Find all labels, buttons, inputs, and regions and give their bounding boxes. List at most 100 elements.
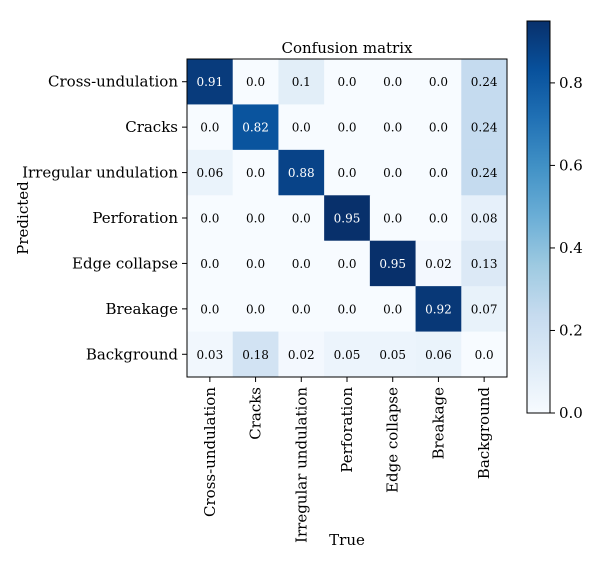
heatmap-cell: [369, 286, 416, 332]
heatmap-cell-label: 0.24: [471, 75, 498, 89]
heatmap-cell: [415, 149, 462, 196]
heatmap-cell: [461, 149, 508, 196]
heatmap-cell-label: 0.0: [429, 121, 448, 135]
heatmap-cell: [187, 286, 234, 332]
heatmap-cell-label: 0.92: [425, 302, 452, 316]
heatmap-cell: [461, 240, 508, 287]
heatmap-cell-label: 0.0: [337, 302, 356, 316]
y-axis: Cross-undulation Cracks Irregular undulati…: [22, 73, 187, 363]
colorbar-axis: 0.0 0.2 0.4 0.6 0.8: [550, 74, 583, 422]
heatmap-cell: [187, 59, 234, 105]
x-tick-label: Irregular undulation: [292, 387, 310, 543]
heatmap-cell-label: 0.06: [196, 166, 223, 180]
x-tick-label: Edge collapse: [384, 387, 402, 493]
heatmap-cell-label: 0.0: [292, 121, 311, 135]
heatmap-cell: [461, 286, 508, 332]
chart-title: Confusion matrix: [282, 39, 413, 57]
heatmap-cell-label: 0.0: [200, 302, 219, 316]
heatmap-cell-label: 0.0: [292, 302, 311, 316]
heatmap-cell-label: 0.05: [334, 348, 361, 362]
colorbar-tick-label: 0.0: [559, 404, 583, 422]
heatmap-cell: [232, 104, 279, 151]
x-tick-label: Breakage: [429, 387, 447, 460]
heatmap-cell: [415, 59, 462, 105]
heatmap-cell-label: 0.0: [200, 121, 219, 135]
heatmap-cell-label: 0.13: [471, 257, 498, 271]
x-tick-label: Perforation: [338, 387, 356, 473]
heatmap-cell-label: 0.88: [288, 166, 315, 180]
heatmap-cell: [324, 104, 371, 151]
y-tick-label: Perforation: [92, 209, 178, 227]
heatmap-cell: [232, 59, 279, 105]
heatmap-cell-label: 0.08: [471, 212, 498, 226]
heatmap-cell-label: 0.0: [337, 75, 356, 89]
heatmap-cell-label: 0.06: [425, 348, 452, 362]
x-axis-label: True: [329, 531, 365, 549]
heatmap-cell-label: 0.82: [242, 121, 269, 135]
heatmap-cell: [324, 286, 371, 332]
colorbar-tick-label: 0.4: [559, 239, 583, 257]
colorbar-tick-label: 0.6: [559, 156, 583, 174]
heatmap-cell-label: 0.0: [383, 166, 402, 180]
heatmap-cell: [324, 331, 371, 378]
heatmap-cell: [278, 195, 325, 242]
colorbar-tick-label: 0.8: [559, 74, 583, 92]
heatmap-cell: [415, 195, 462, 242]
heatmap-cell-label: 0.0: [429, 212, 448, 226]
heatmap-cell: [187, 149, 234, 196]
heatmap-cell: [187, 240, 234, 287]
x-tick-label: Background: [475, 387, 493, 480]
heatmap-cell-label: 0.0: [246, 75, 265, 89]
heatmap-cell-label: 0.02: [288, 348, 315, 362]
heatmap-cell: [187, 104, 234, 151]
x-tick-label: Cross-undulation: [201, 387, 219, 517]
heatmap-cell-label: 0.0: [475, 348, 494, 362]
heatmap-cell: [324, 240, 371, 287]
heatmap-cell-label: 0.0: [429, 75, 448, 89]
heatmap-cell: [415, 240, 462, 287]
y-tick-label: Breakage: [105, 300, 178, 318]
heatmap-cell-label: 0.02: [425, 257, 452, 271]
y-tick-label: Cross-undulation: [48, 73, 178, 91]
heatmap-cell: [187, 331, 234, 378]
heatmap-cell: [232, 286, 279, 332]
heatmap-cell: [461, 331, 508, 378]
heatmap-cell-label: 0.18: [242, 348, 269, 362]
heatmap-cell-label: 0.03: [196, 348, 223, 362]
heatmap-cell-label: 0.0: [200, 212, 219, 226]
heatmap-cell-label: 0.0: [337, 121, 356, 135]
heatmap-cell: [324, 59, 371, 105]
heatmap-cell: [232, 149, 279, 196]
x-axis: Cross-undulation Cracks Irregular undulati…: [201, 377, 493, 543]
heatmap-cell-label: 0.05: [379, 348, 406, 362]
heatmap-cell-label: 0.95: [379, 257, 406, 271]
y-tick-label: Cracks: [125, 118, 178, 136]
heatmap-cell: [415, 104, 462, 151]
heatmap-cell-label: 0.0: [246, 302, 265, 316]
heatmap-cell: [369, 331, 416, 378]
heatmap-cell-label: 0.0: [292, 212, 311, 226]
heatmap-cell: [278, 331, 325, 378]
heatmap-cell-label: 0.0: [337, 257, 356, 271]
y-tick-label: Edge collapse: [72, 254, 178, 272]
heatmap-cell-label: 0.0: [292, 257, 311, 271]
y-axis-label: Predicted: [14, 181, 32, 255]
heatmap-cell-label: 0.0: [246, 166, 265, 180]
heatmap-cell: [369, 240, 416, 287]
heatmap-cell: [461, 104, 508, 151]
heatmap-cell-label: 0.0: [383, 212, 402, 226]
heatmap-cell-label: 0.0: [246, 257, 265, 271]
heatmap-cell: [278, 59, 325, 105]
heatmap-cell-label: 0.0: [383, 75, 402, 89]
heatmap-cell: [461, 59, 508, 105]
heatmap-cell-label: 0.95: [334, 212, 361, 226]
colorbar-tick-label: 0.2: [559, 321, 583, 339]
heatmap-cell-label: 0.91: [196, 75, 223, 89]
heatmap-cell: [369, 195, 416, 242]
heatmap-cell: [278, 104, 325, 151]
heatmap-cell-label: 0.0: [246, 212, 265, 226]
heatmap-cell-label: 0.0: [383, 302, 402, 316]
heatmap-cell: [232, 240, 279, 287]
colorbar: [526, 20, 551, 414]
heatmap-cell: [232, 195, 279, 242]
